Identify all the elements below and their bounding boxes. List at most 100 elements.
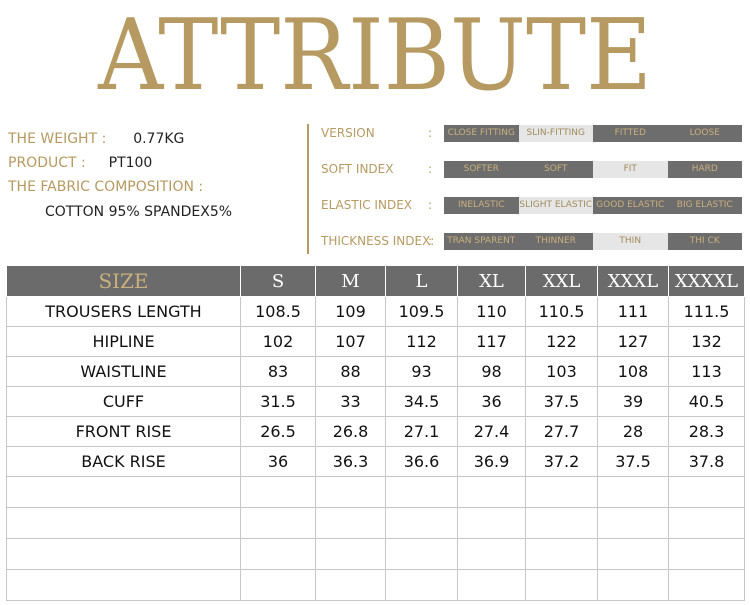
table-header-row: SIZE S M L XL XXL XXXL XXXXL xyxy=(6,265,745,297)
measurement-value: 37.5 xyxy=(597,446,669,477)
size-header-cell: XL xyxy=(457,265,526,297)
empty-cell xyxy=(6,476,241,508)
empty-cell xyxy=(315,569,386,601)
empty-cell xyxy=(668,476,745,508)
measurement-value: 93 xyxy=(385,356,458,387)
attribute-scale: TRAN SPARENT THINNER THIN THI CK xyxy=(444,233,742,250)
weight-line: THE WEIGHT : 0.77KG xyxy=(8,129,184,149)
attribute-label: VERSION xyxy=(321,126,375,140)
measurement-value: 122 xyxy=(525,326,598,357)
empty-cell xyxy=(240,569,316,601)
measurement-value: 37.5 xyxy=(525,386,598,417)
product-line: PRODUCT : PT100 xyxy=(8,153,152,173)
size-header-cell: L xyxy=(385,265,458,297)
attribute-label: THICKNESS INDEX: xyxy=(321,234,435,248)
measurement-value: 112 xyxy=(385,326,458,357)
empty-cell xyxy=(525,476,598,508)
size-header-cell: XXL xyxy=(525,265,598,297)
measurement-value: 83 xyxy=(240,356,316,387)
measurement-value: 34.5 xyxy=(385,386,458,417)
measurement-name: BACK RISE xyxy=(6,446,241,477)
empty-cell xyxy=(315,476,386,508)
measurement-value: 127 xyxy=(597,326,669,357)
measurement-value: 37.2 xyxy=(525,446,598,477)
empty-cell xyxy=(385,476,458,508)
vertical-divider xyxy=(307,124,309,254)
measurement-value: 36 xyxy=(457,386,526,417)
measurement-value: 31.5 xyxy=(240,386,316,417)
empty-table-row xyxy=(6,538,745,570)
empty-cell xyxy=(6,507,241,539)
measurement-value: 39 xyxy=(597,386,669,417)
attribute-option: LOOSE xyxy=(667,125,742,142)
measurement-name: CUFF xyxy=(6,386,241,417)
measurement-value: 111 xyxy=(597,296,669,327)
attribute-option: INELASTIC xyxy=(444,197,519,214)
attribute-option: CLOSE FITTING xyxy=(444,125,519,142)
empty-cell xyxy=(240,476,316,508)
empty-cell xyxy=(457,507,526,539)
empty-cell xyxy=(668,538,745,570)
empty-cell xyxy=(457,538,526,570)
empty-cell xyxy=(525,569,598,601)
measurement-value: 88 xyxy=(315,356,386,387)
attribute-option: HARD xyxy=(667,161,742,178)
measurement-value: 36 xyxy=(240,446,316,477)
page-title: ATTRIBUTE xyxy=(98,0,652,113)
empty-cell xyxy=(385,507,458,539)
attribute-option-selected: FIT xyxy=(593,161,668,178)
measurement-value: 37.8 xyxy=(668,446,745,477)
size-header-cell: XXXXL xyxy=(668,265,745,297)
attribute-option: FITTED xyxy=(593,125,668,142)
attribute-label: ELASTIC INDEX xyxy=(321,198,412,212)
measurement-value: 27.1 xyxy=(385,416,458,447)
fabric-label: THE FABRIC COMPOSITION : xyxy=(8,179,204,195)
measurement-value: 26.8 xyxy=(315,416,386,447)
table-row: FRONT RISE 26.5 26.8 27.1 27.4 27.7 28 28.3 xyxy=(6,416,745,447)
attribute-scale: INELASTIC SLIGHT ELASTIC GOOD ELASTIC BIG E… xyxy=(444,197,742,214)
attribute-option: TRAN SPARENT xyxy=(444,233,519,250)
measurement-value: 132 xyxy=(668,326,745,357)
attribute-option: THI CK xyxy=(667,233,742,250)
measurement-value: 33 xyxy=(315,386,386,417)
empty-cell xyxy=(315,507,386,539)
table-row: TROUSERS LENGTH 108.5 109 109.5 110 110.5 111 1… xyxy=(6,296,745,327)
attribute-label: SOFT INDEX xyxy=(321,162,394,176)
measurement-value: 28.3 xyxy=(668,416,745,447)
empty-cell xyxy=(457,569,526,601)
empty-cell xyxy=(6,538,241,570)
measurement-value: 108 xyxy=(597,356,669,387)
attribute-option-selected: SLIGHT ELASTIC xyxy=(518,197,593,214)
empty-cell xyxy=(597,476,669,508)
attribute-colon: : xyxy=(428,126,433,140)
measurement-value: 108.5 xyxy=(240,296,316,327)
attribute-option-selected: SLIN-FITTING xyxy=(518,125,593,142)
empty-cell xyxy=(240,538,316,570)
size-header-cell: M xyxy=(315,265,386,297)
product-label: PRODUCT : xyxy=(8,155,86,171)
empty-cell xyxy=(597,538,669,570)
measurement-value: 117 xyxy=(457,326,526,357)
attribute-scale: SOFTER SOFT FIT HARD xyxy=(444,161,742,178)
fabric-line: THE FABRIC COMPOSITION : xyxy=(8,177,203,197)
attribute-option: GOOD ELASTIC xyxy=(593,197,668,214)
attribute-scale: CLOSE FITTING SLIN-FITTING FITTED LOOSE xyxy=(444,125,742,142)
table-row: CUFF 31.5 33 34.5 36 37.5 39 40.5 xyxy=(6,386,745,417)
empty-cell xyxy=(668,569,745,601)
empty-cell xyxy=(668,507,745,539)
weight-label: THE WEIGHT : xyxy=(8,131,107,147)
measurement-value: 102 xyxy=(240,326,316,357)
fabric-value: COTTON 95% SPANDEX5% xyxy=(45,204,233,220)
measurement-value: 98 xyxy=(457,356,526,387)
empty-cell xyxy=(385,538,458,570)
empty-cell xyxy=(6,569,241,601)
attribute-colon: : xyxy=(428,162,433,176)
measurement-value: 36.6 xyxy=(385,446,458,477)
measurement-name: WAISTLINE xyxy=(6,356,241,387)
table-row: BACK RISE 36 36.3 36.6 36.9 37.2 37.5 37.8 xyxy=(6,446,745,477)
measurement-value: 107 xyxy=(315,326,386,357)
size-header-cell: XXXL xyxy=(597,265,669,297)
measurement-value: 36.9 xyxy=(457,446,526,477)
attribute-option: SOFTER xyxy=(444,161,519,178)
empty-cell xyxy=(597,507,669,539)
